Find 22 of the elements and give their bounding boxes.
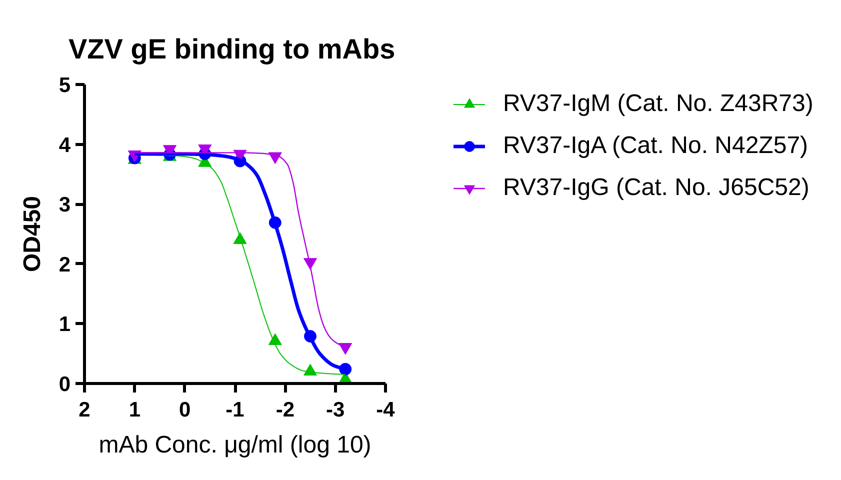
y-tick-label: 0 — [58, 373, 71, 396]
x-tick-label: -2 — [276, 398, 295, 422]
point — [268, 152, 282, 164]
x-tick-label: 1 — [128, 398, 141, 422]
y-axis-title: OD450 — [18, 196, 46, 272]
x-tick-label: 0 — [178, 398, 191, 422]
x-tick-label: -3 — [326, 398, 345, 422]
point — [304, 364, 317, 376]
y-tick-label: 2 — [58, 253, 71, 276]
y-tick-label: 3 — [58, 194, 71, 217]
x-tick-label: -1 — [226, 398, 245, 422]
y-tick-label: 4 — [58, 134, 71, 157]
legend-label: RV37-IgA (Cat. No. N42Z57) — [503, 132, 808, 160]
x-tick-label: 2 — [78, 398, 90, 422]
y-tick-label: 5 — [58, 74, 71, 97]
x-axis-title: mAb Conc. μg/ml (log 10) — [98, 432, 372, 458]
chart-title: VZV gE binding to mAbs — [68, 34, 396, 64]
y-tick-label: 1 — [58, 313, 71, 336]
point — [268, 333, 282, 346]
legend-label: RV37-IgM (Cat. No. Z43R73) — [503, 90, 814, 118]
legend-label: RV37-IgG (Cat. No. J65C52) — [503, 174, 810, 202]
x-tick-label: -4 — [376, 398, 396, 422]
